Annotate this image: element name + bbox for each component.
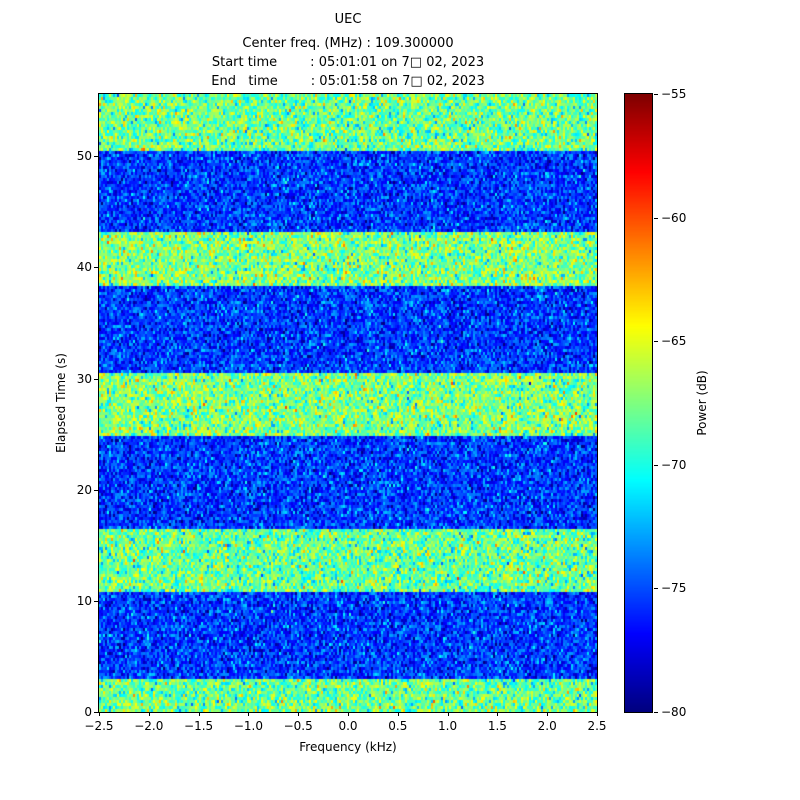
y-tick-label: 30 <box>76 371 92 386</box>
colorbar-tick-mark <box>654 712 658 713</box>
x-tick-label: 1.0 <box>438 719 458 733</box>
colorbar-tick-mark <box>654 464 658 466</box>
colorbar-tick-mark <box>654 94 658 95</box>
colorbar-tick-mark <box>654 217 658 219</box>
spectrogram-canvas <box>99 94 597 712</box>
y-tick-mark <box>94 156 98 158</box>
colorbar-tick-mark <box>654 341 658 343</box>
y-axis-label: Elapsed Time (s) <box>54 353 68 453</box>
colorbar-tick-label: −70 <box>661 457 687 472</box>
x-tick-mark <box>148 712 150 716</box>
x-tick-label: 2.5 <box>587 719 607 733</box>
colorbar-tick-label: −55 <box>661 87 687 101</box>
y-tick-label: 50 <box>76 149 92 164</box>
colorbar-canvas <box>625 94 652 712</box>
x-tick-mark <box>597 712 598 716</box>
x-tick-mark <box>497 712 499 716</box>
x-tick-label: −2.0 <box>134 719 164 733</box>
colorbar-label: Power (dB) <box>695 370 709 436</box>
colorbar-tick-label: −75 <box>661 581 687 596</box>
y-tick-label: 20 <box>76 482 92 497</box>
figure-title: UEC <box>334 12 362 27</box>
colorbar-tick-mark <box>654 588 658 590</box>
x-tick-label: 2.0 <box>537 719 557 733</box>
x-tick-mark <box>348 712 349 716</box>
x-tick-mark <box>397 712 399 716</box>
x-tick-mark <box>198 712 200 716</box>
x-tick-label: 1.5 <box>487 719 507 733</box>
y-tick-mark <box>94 267 98 269</box>
start-time-line: Start time : 05:01:01 on 7□ 02, 2023 <box>211 55 485 70</box>
end-time-line: End time : 05:01:58 on 7□ 02, 2023 <box>211 74 485 89</box>
plot-area <box>98 93 598 713</box>
x-tick-label: −0.5 <box>283 719 313 733</box>
x-tick-label: 0.5 <box>388 719 408 733</box>
y-tick-label: 10 <box>76 593 92 608</box>
colorbar-tick-label: −80 <box>661 705 687 719</box>
y-tick-mark <box>94 712 98 713</box>
x-tick-mark <box>547 712 549 716</box>
x-tick-label: −1.5 <box>184 719 214 733</box>
y-tick-label: 40 <box>76 260 92 275</box>
x-tick-mark <box>248 712 250 716</box>
x-tick-label: −1.0 <box>233 719 263 733</box>
x-tick-mark <box>447 712 449 716</box>
x-tick-label: 0.0 <box>338 719 358 733</box>
x-tick-mark <box>99 712 100 716</box>
y-tick-mark <box>94 600 98 602</box>
y-tick-mark <box>94 489 98 491</box>
colorbar-tick-label: −65 <box>661 334 687 349</box>
x-axis-label: Frequency (kHz) <box>299 740 397 754</box>
colorbar <box>624 93 653 713</box>
colorbar-tick-label: −60 <box>661 210 687 225</box>
x-tick-label: −2.5 <box>84 719 114 733</box>
title-block: UEC Center freq. (MHz) : 109.300000 Star… <box>98 12 598 91</box>
y-tick-label: 0 <box>84 705 92 719</box>
y-tick-mark <box>94 378 98 380</box>
x-tick-mark <box>298 712 300 716</box>
center-freq-line: Center freq. (MHz) : 109.300000 <box>242 36 454 51</box>
